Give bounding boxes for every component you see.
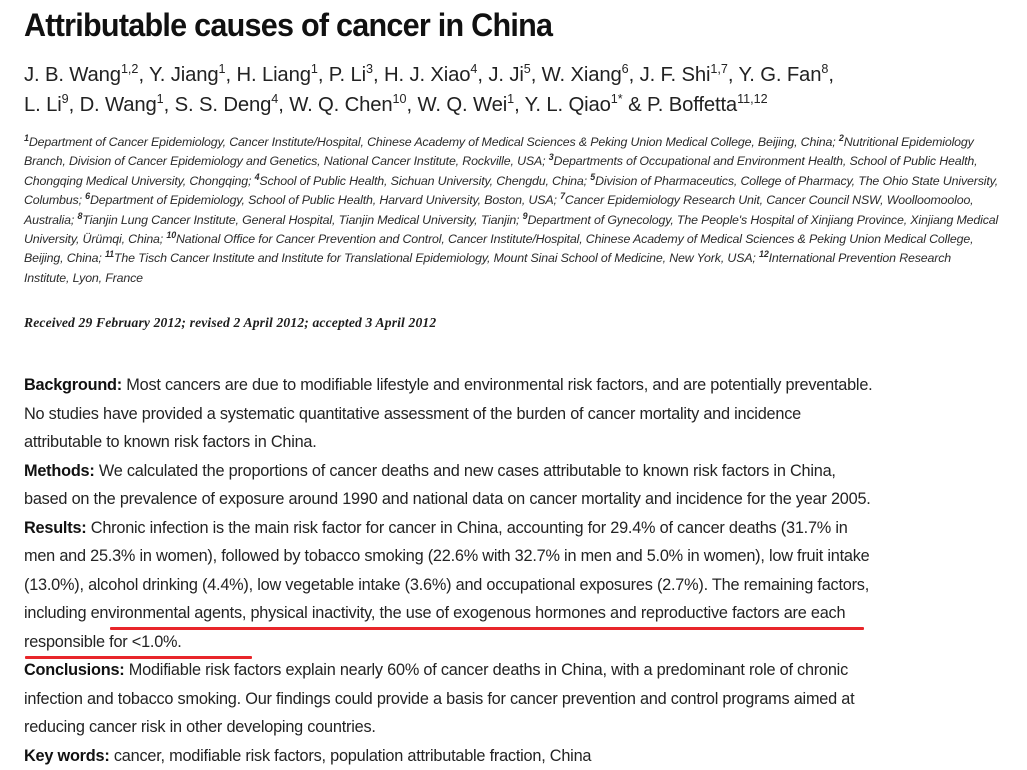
abstract-background-label: Background: xyxy=(24,376,122,395)
abstract-results-label: Results: xyxy=(24,518,87,537)
abstract-keywords-label: Key words: xyxy=(24,746,110,765)
abstract-conclusions: Conclusions: Modifiable risk factors exp… xyxy=(24,656,879,742)
abstract-background-text: Most cancers are due to modifiable lifes… xyxy=(24,376,873,452)
article-abstract-page: Attributable causes of cancer in China J… xyxy=(24,7,999,765)
abstract-conclusions-label: Conclusions: xyxy=(24,661,125,680)
submission-history: Received 29 February 2012; revised 2 Apr… xyxy=(24,315,437,331)
author-line-1: J. B. Wang1,2, Y. Jiang1, H. Liang1, P. … xyxy=(24,62,834,86)
abstract-keywords: Key words: cancer, modifiable risk facto… xyxy=(24,742,879,770)
affiliation-list: 1Department of Cancer Epidemiology, Canc… xyxy=(24,132,999,285)
author-line-2: L. Li9, D. Wang1, S. S. Deng4, W. Q. Che… xyxy=(24,91,768,116)
abstract-methods: Methods: We calculated the proportions o… xyxy=(24,457,879,514)
abstract-results: Results: Chronic infection is the main r… xyxy=(24,514,879,657)
abstract-methods-text: We calculated the proportions of cancer … xyxy=(24,461,871,509)
abstract-keywords-text: cancer, modifiable risk factors, populat… xyxy=(109,746,592,765)
abstract-background: Background: Most cancers are due to modi… xyxy=(24,371,879,457)
abstract-methods-label: Methods: xyxy=(24,461,95,480)
page-title: Attributable causes of cancer in China xyxy=(24,7,553,43)
abstract-section: Background: Most cancers are due to modi… xyxy=(24,332,879,770)
author-list: J. B. Wang1,2, Y. Jiang1, H. Liang1, P. … xyxy=(24,44,986,120)
abstract-conclusions-text: Modifiable risk factors explain nearly 6… xyxy=(24,661,855,737)
abstract-results-text: Chronic infection is the main risk facto… xyxy=(24,518,870,651)
